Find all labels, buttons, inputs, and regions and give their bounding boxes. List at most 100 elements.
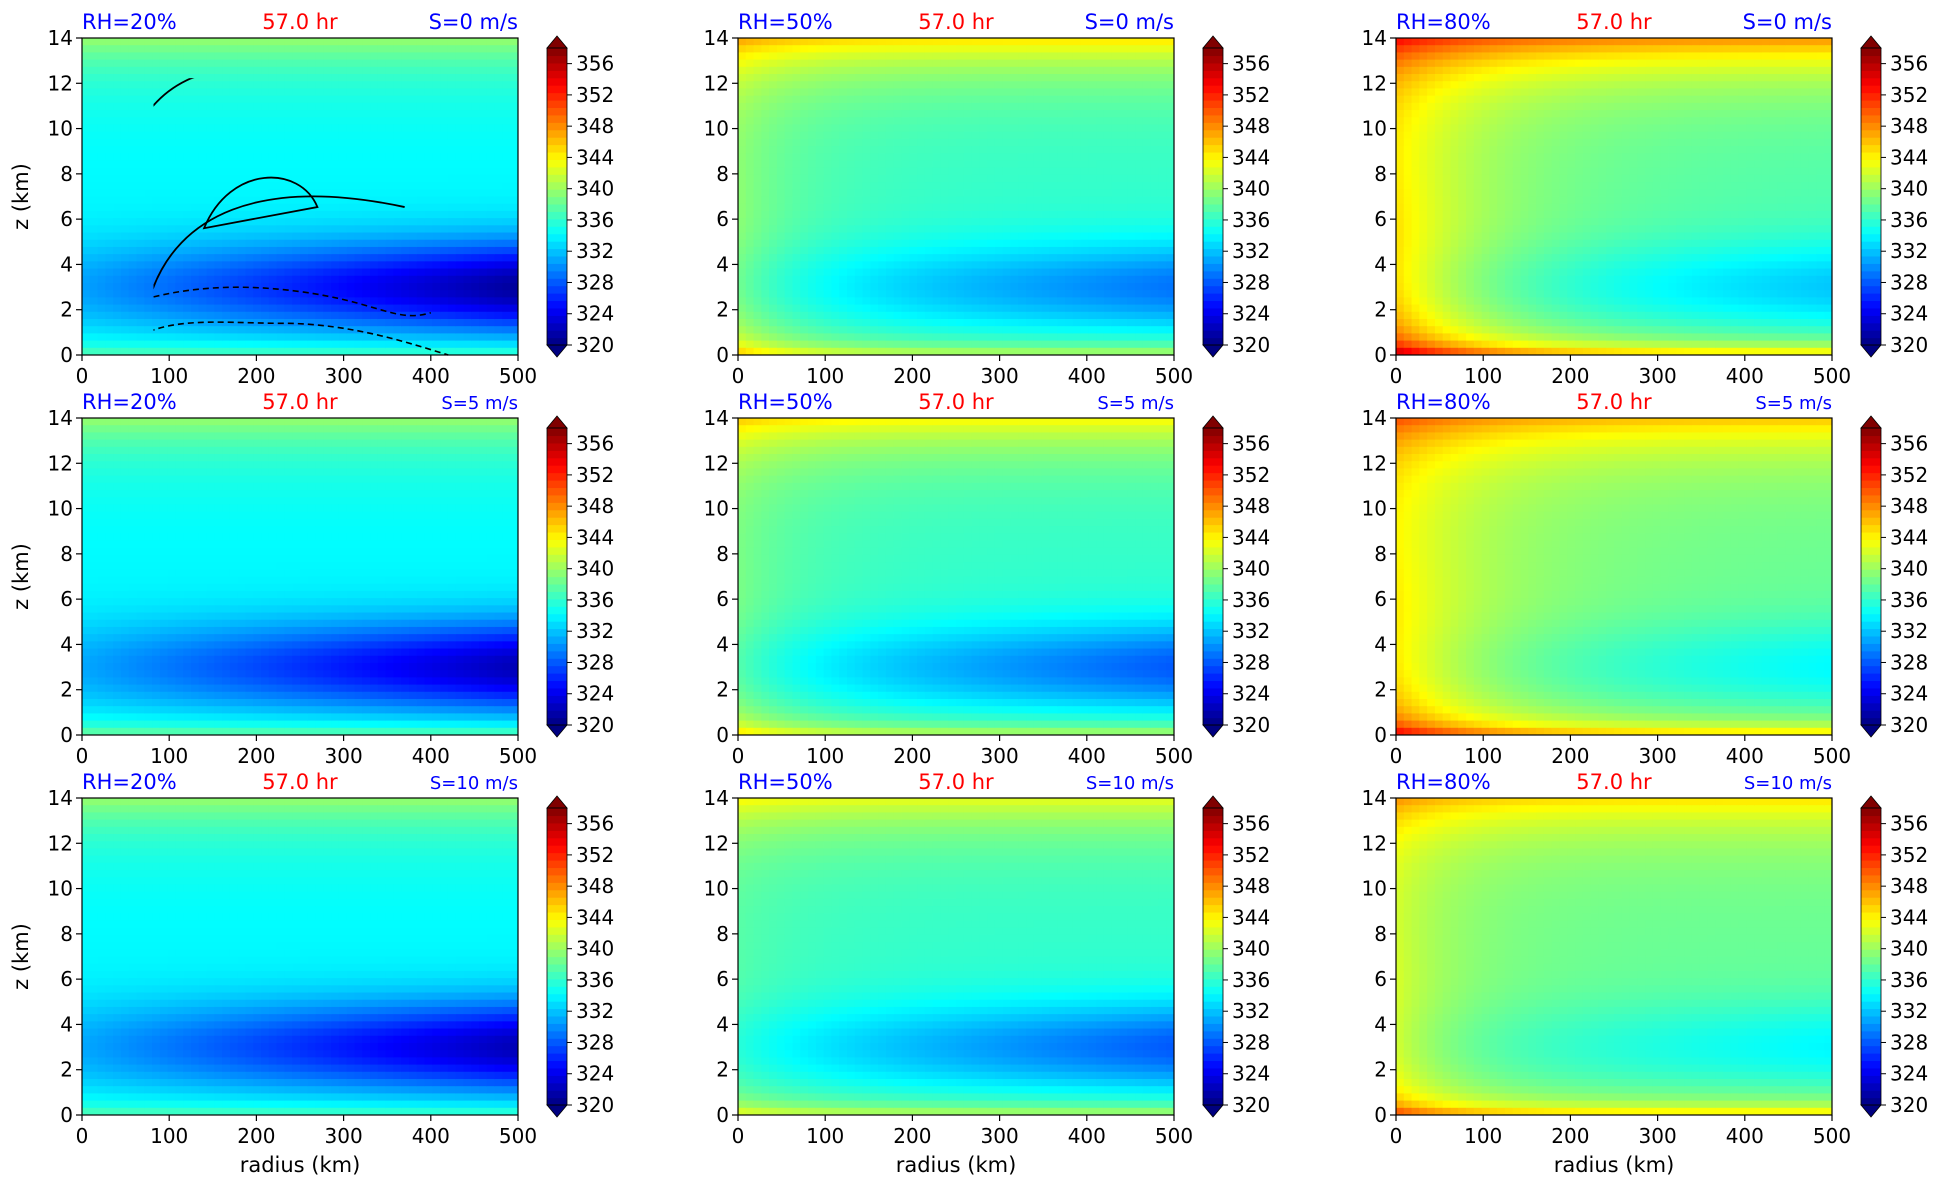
y-tick-label: 4 [60, 1012, 73, 1036]
colorbar-tick-label: 324 [1232, 1062, 1270, 1086]
rh-label: RH=20% [82, 390, 177, 414]
panel-r1-c1: 0 2 4 6 8 10 12 14 0 100 200 300 400 500 RH=20% 57.0 hr… [9, 10, 614, 388]
x-tick-label: 200 [1551, 364, 1589, 388]
colorbar-tick-label: 356 [1890, 432, 1928, 456]
x-tick-label: 500 [499, 744, 537, 768]
colorbar-tick-label: 336 [1232, 968, 1270, 992]
contour-dashed [117, 322, 448, 355]
y-tick-label: 4 [1374, 1012, 1387, 1036]
x-tick-label: 100 [806, 1124, 844, 1148]
y-tick-label: 8 [716, 922, 729, 946]
colorbar-tick-label: 324 [1890, 682, 1928, 706]
y-tick-label: 6 [716, 967, 729, 991]
x-tick-label: 300 [981, 744, 1019, 768]
x-tick-label: 400 [412, 1124, 450, 1148]
colorbar-tick-label: 332 [1890, 999, 1928, 1023]
y-tick-label: 10 [1362, 877, 1387, 901]
y-tick-label: 0 [60, 1103, 73, 1127]
x-tick-label: 100 [150, 364, 188, 388]
colorbar-tick-label: 320 [1232, 713, 1270, 737]
x-tick-label: 400 [1726, 364, 1764, 388]
colorbar-tick-label: 328 [1232, 1030, 1270, 1054]
colorbar-tick-label: 344 [1232, 525, 1270, 549]
y-tick-label: 2 [60, 678, 73, 702]
colorbar-tick-label: 356 [1232, 812, 1270, 836]
colorbar-tick-label: 356 [1232, 432, 1270, 456]
y-tick-label: 6 [1374, 587, 1387, 611]
y-tick-label: 6 [60, 967, 73, 991]
colorbar-tick-label: 348 [1890, 874, 1928, 898]
y-tick-label: 10 [48, 877, 73, 901]
colorbar-tick-label: 348 [576, 114, 614, 138]
y-tick-label: 2 [716, 1058, 729, 1082]
colorbar-tick-label: 336 [576, 208, 614, 232]
shear-label: S=0 m/s [1743, 10, 1832, 34]
y-tick-label: 6 [60, 587, 73, 611]
rh-label: RH=50% [738, 10, 833, 34]
y-tick-label: 14 [704, 786, 729, 810]
contour-solid [204, 178, 317, 229]
y-tick-label: 0 [1374, 343, 1387, 367]
x-tick-label: 0 [1390, 364, 1403, 388]
colorbar-tick-label: 328 [576, 270, 614, 294]
shear-label: S=5 m/s [441, 393, 518, 414]
y-tick-label: 14 [1362, 406, 1387, 430]
colorbar-tick-label: 352 [576, 83, 614, 107]
rh-label: RH=20% [82, 10, 177, 34]
y-tick-label: 14 [1362, 26, 1387, 50]
x-tick-label: 400 [1068, 744, 1106, 768]
y-tick-label: 12 [704, 71, 729, 95]
x-tick-label: 500 [1813, 744, 1851, 768]
time-label: 57.0 hr [918, 770, 994, 794]
x-tick-label: 300 [1639, 364, 1677, 388]
y-tick-label: 12 [1362, 71, 1387, 95]
colorbar-tick-label: 324 [576, 1062, 614, 1086]
field-fill [1396, 798, 1832, 1115]
y-tick-label: 4 [60, 632, 73, 656]
colorbar-tick-label: 320 [1890, 1093, 1928, 1117]
colorbar-tick-label: 332 [1232, 999, 1270, 1023]
y-axis-label: z (km) [9, 543, 33, 610]
shear-label: S=5 m/s [1755, 393, 1832, 414]
y-tick-label: 8 [60, 922, 73, 946]
time-label: 57.0 hr [262, 10, 338, 34]
x-tick-label: 100 [1464, 1124, 1502, 1148]
y-tick-label: 12 [1362, 831, 1387, 855]
colorbar-tick-label: 340 [1890, 937, 1928, 961]
x-tick-label: 200 [893, 744, 931, 768]
time-label: 57.0 hr [262, 390, 338, 414]
y-tick-label: 4 [1374, 632, 1387, 656]
colorbar-tick-label: 356 [576, 52, 614, 76]
colorbar-tick-label: 348 [1890, 114, 1928, 138]
y-axis-label: z (km) [9, 923, 33, 990]
y-tick-label: 8 [1374, 922, 1387, 946]
colorbar: 320 324 328 332 336 340 344 348 352 356 [546, 35, 614, 358]
colorbar-tick-label: 352 [1232, 843, 1270, 867]
x-tick-label: 300 [1639, 1124, 1677, 1148]
colorbar: 320 324 328 332 336 340 344 348 352 356 [1202, 35, 1270, 358]
colorbar-tick-label: 320 [576, 1093, 614, 1117]
x-tick-label: 400 [1726, 1124, 1764, 1148]
colorbar-tick-label: 348 [1232, 874, 1270, 898]
y-tick-label: 14 [48, 406, 73, 430]
y-tick-label: 0 [716, 1103, 729, 1127]
colorbar-tick-label: 352 [576, 463, 614, 487]
colorbar-tick-label: 340 [1890, 557, 1928, 581]
x-tick-label: 100 [1464, 364, 1502, 388]
time-label: 57.0 hr [918, 10, 994, 34]
x-tick-label: 200 [1551, 1124, 1589, 1148]
x-tick-label: 200 [893, 1124, 931, 1148]
shear-label: S=10 m/s [1086, 773, 1174, 794]
y-tick-label: 4 [716, 252, 729, 276]
panel-r3-c2: 0 2 4 6 8 10 12 14 0 100 200 300 400 500 RH=50% 57.0 hr… [704, 770, 1271, 1177]
panel-r1-c2: 0 2 4 6 8 10 12 14 0 100 200 300 400 500 RH=50% 57.0 hr… [704, 10, 1271, 388]
y-tick-label: 14 [704, 406, 729, 430]
time-label: 57.0 hr [918, 390, 994, 414]
colorbar-tick-label: 324 [1232, 682, 1270, 706]
x-tick-label: 300 [981, 364, 1019, 388]
x-axis-label: radius (km) [240, 1153, 361, 1177]
rh-label: RH=50% [738, 390, 833, 414]
colorbar-tick-label: 348 [1232, 114, 1270, 138]
colorbar-tick-label: 336 [1890, 588, 1928, 612]
